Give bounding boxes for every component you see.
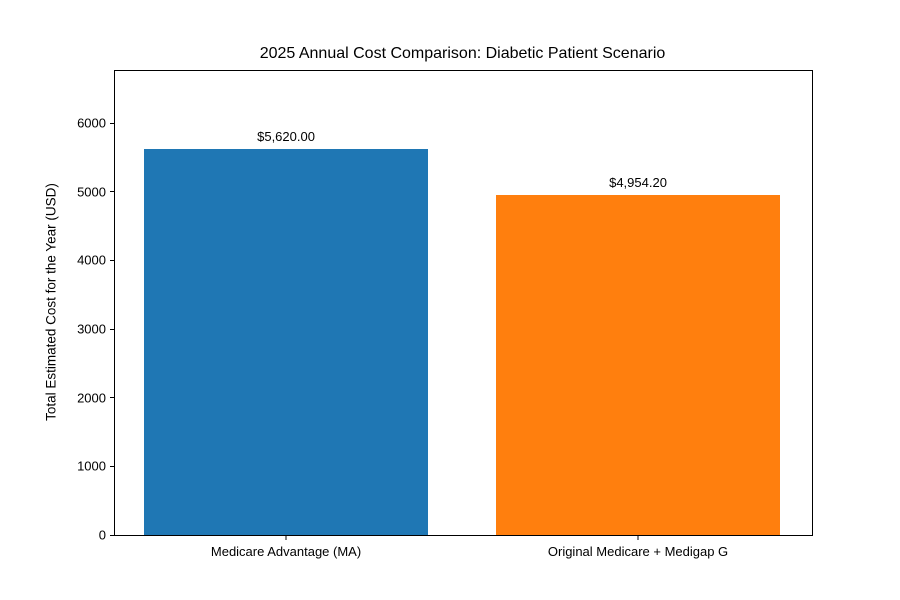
y-tick-mark xyxy=(110,328,115,330)
y-tick-label: 4000 xyxy=(77,252,106,268)
y-tick-label: 3000 xyxy=(77,321,106,337)
y-tick-mark xyxy=(110,534,115,536)
y-tick-label: 6000 xyxy=(77,115,106,131)
bar-medicare-advantage xyxy=(144,149,429,535)
y-tick-label: 2000 xyxy=(77,390,106,406)
x-tick-mark xyxy=(285,535,287,540)
x-tick-mark xyxy=(637,535,639,540)
bar-group-original-medicare: $4,954.20 xyxy=(496,71,780,535)
bar-value-label: $4,954.20 xyxy=(609,174,667,190)
y-tick-label: 0 xyxy=(98,527,106,543)
y-tick-mark xyxy=(110,397,115,399)
bar-group-medicare-advantage: $5,620.00 xyxy=(144,71,429,535)
y-tick-mark xyxy=(110,465,115,467)
y-tick-mark xyxy=(110,191,115,193)
bar-original-medicare-medigap xyxy=(496,194,780,535)
y-axis-label: Total Estimated Cost for the Year (USD) xyxy=(43,183,59,421)
plot-area: $5,620.00 $4,954.20 0 1000 2000 3000 4000 500… xyxy=(77,70,813,559)
y-tick-mark xyxy=(110,122,115,124)
x-tick-label-original-medicare: Original Medicare + Medigap G xyxy=(547,544,729,559)
y-tick-mark xyxy=(110,259,115,261)
y-tick-label: 1000 xyxy=(77,458,106,474)
bar-value-label: $5,620.00 xyxy=(257,129,315,145)
x-tick-label-medicare-advantage: Medicare Advantage (MA) xyxy=(210,544,362,559)
chart-title: 2025 Annual Cost Comparison: Diabetic Pa… xyxy=(259,45,666,62)
y-tick-label: 5000 xyxy=(77,184,106,200)
